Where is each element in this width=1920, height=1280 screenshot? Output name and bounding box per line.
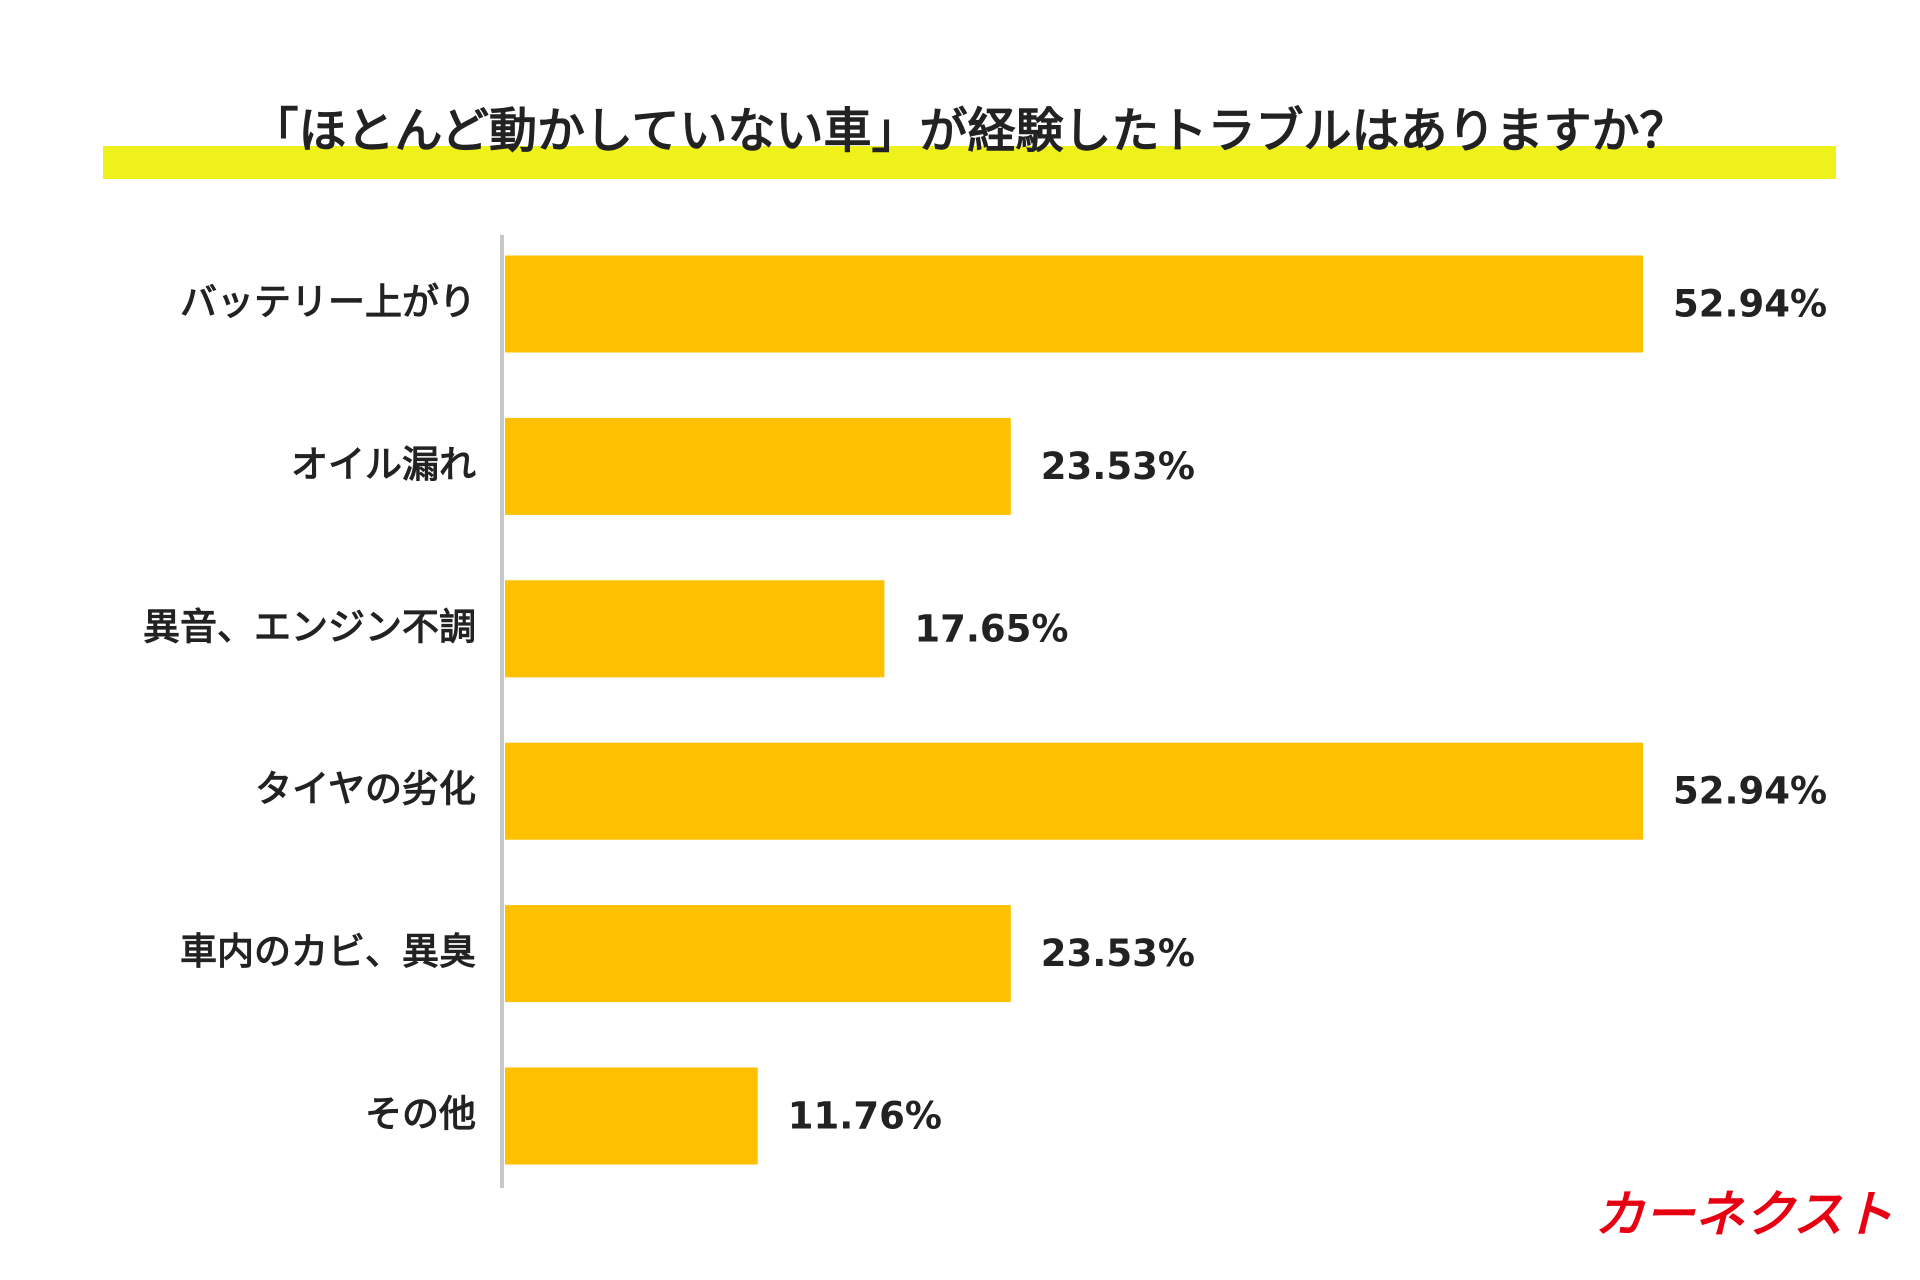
chart-title: 「ほとんど動かしていない車」が経験したトラブルはありますか？ xyxy=(250,103,1687,159)
bar xyxy=(505,255,1643,353)
category-label: オイル漏れ xyxy=(291,443,476,486)
title-highlight xyxy=(103,146,1836,179)
category-label: タイヤの劣化 xyxy=(255,768,476,811)
logo: カーネクスト xyxy=(1595,1186,1894,1244)
category-label: 異音、エンジン不調 xyxy=(143,605,476,648)
category-label: バッテリー上がり xyxy=(180,281,476,324)
value-label: 11.76% xyxy=(788,1095,942,1138)
value-label: 52.94% xyxy=(1673,283,1827,326)
bar xyxy=(505,417,1011,515)
bar xyxy=(505,580,885,678)
value-label: 17.65% xyxy=(914,607,1068,650)
value-label: 23.53% xyxy=(1041,445,1195,488)
bar xyxy=(505,742,1643,840)
value-label: 23.53% xyxy=(1041,932,1195,975)
bar xyxy=(505,1067,758,1165)
bar xyxy=(505,905,1011,1003)
category-label: その他 xyxy=(365,1093,476,1136)
value-label: 52.94% xyxy=(1673,770,1827,813)
category-label: 車内のカビ、異臭 xyxy=(180,930,476,973)
